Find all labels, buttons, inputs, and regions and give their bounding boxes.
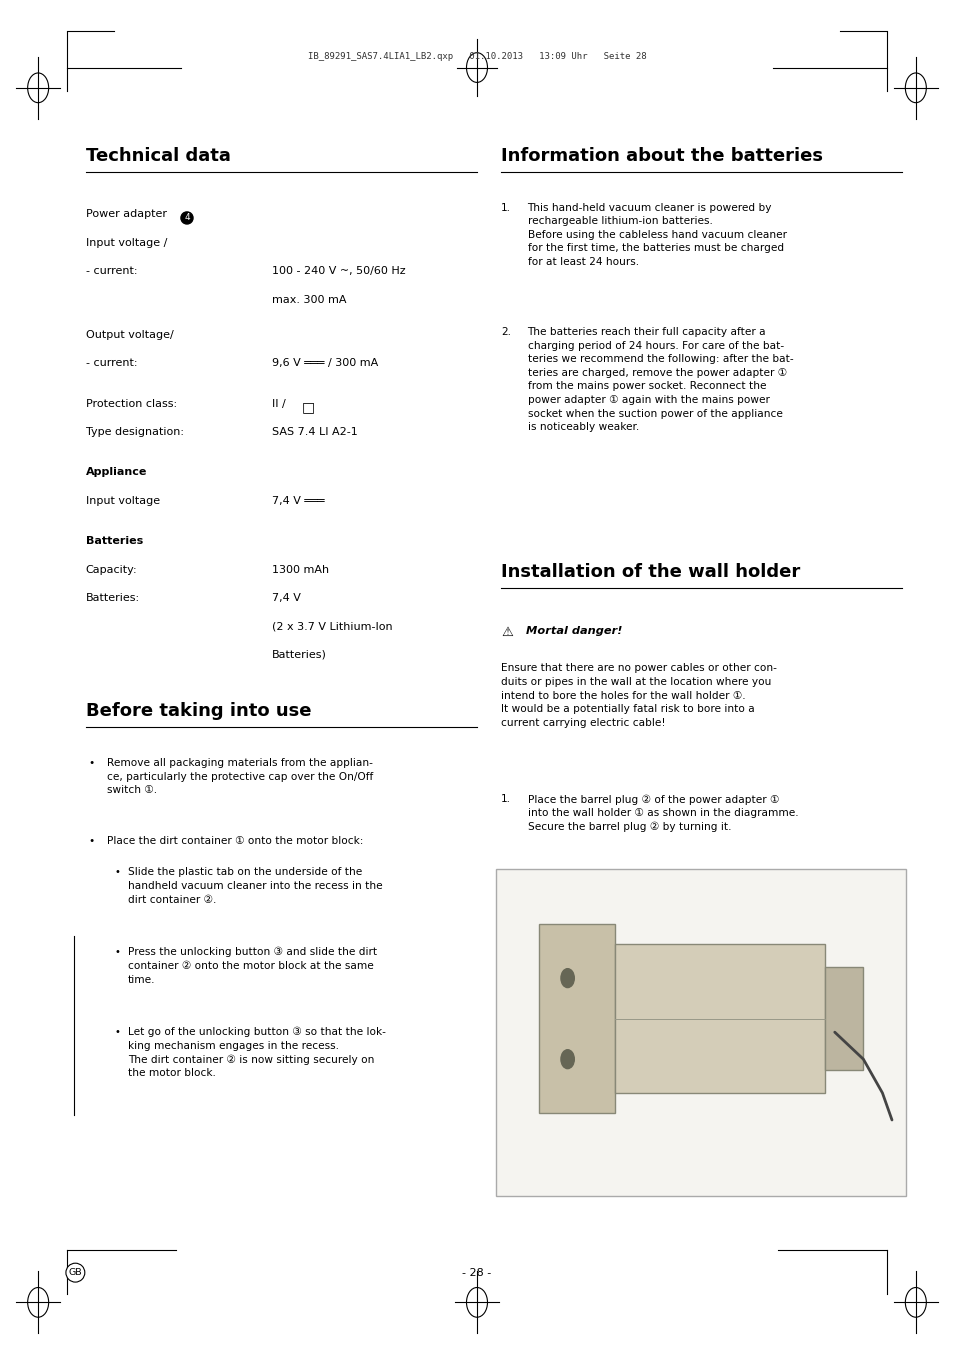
- Text: •: •: [114, 867, 120, 877]
- Text: Capacity:: Capacity:: [86, 565, 137, 574]
- Text: Place the dirt container ① onto the motor block:: Place the dirt container ① onto the moto…: [107, 836, 363, 846]
- Text: (2 x 3.7 V Lithium-Ion: (2 x 3.7 V Lithium-Ion: [272, 621, 392, 631]
- Text: Slide the plastic tab on the underside of the
handheld vacuum cleaner into the r: Slide the plastic tab on the underside o…: [128, 867, 382, 905]
- Text: Mortal danger!: Mortal danger!: [525, 626, 621, 635]
- Text: •: •: [114, 1027, 120, 1036]
- FancyBboxPatch shape: [824, 967, 862, 1070]
- Circle shape: [560, 969, 574, 988]
- Text: Place the barrel plug ② of the power adapter ①
into the wall holder ① as shown i: Place the barrel plug ② of the power ada…: [527, 794, 798, 832]
- Text: Input voltage /: Input voltage /: [86, 238, 167, 247]
- Text: 1.: 1.: [500, 794, 510, 804]
- Text: Protection class:: Protection class:: [86, 399, 177, 408]
- Text: Let go of the unlocking button ③ so that the lok-
king mechanism engages in the : Let go of the unlocking button ③ so that…: [128, 1027, 385, 1078]
- Text: Batteries: Batteries: [86, 536, 143, 546]
- Text: Batteries:: Batteries:: [86, 593, 140, 603]
- Text: IB_89291_SAS7.4LIA1_LB2.qxp   01.10.2013   13:09 Uhr   Seite 28: IB_89291_SAS7.4LIA1_LB2.qxp 01.10.2013 1…: [308, 53, 645, 61]
- FancyBboxPatch shape: [538, 924, 615, 1113]
- Text: Power adapter: Power adapter: [86, 209, 167, 219]
- Text: 2.: 2.: [500, 327, 510, 336]
- Text: Batteries): Batteries): [272, 650, 327, 659]
- Text: 7,4 V: 7,4 V: [272, 593, 300, 603]
- Text: ⚠: ⚠: [500, 626, 512, 639]
- Text: □: □: [301, 400, 314, 413]
- Text: Remove all packaging materials from the applian-
ce, particularly the protective: Remove all packaging materials from the …: [107, 758, 373, 796]
- Text: 1300 mAh: 1300 mAh: [272, 565, 329, 574]
- Text: 7,4 V ═══: 7,4 V ═══: [272, 496, 324, 505]
- Text: Information about the batteries: Information about the batteries: [500, 147, 822, 165]
- Circle shape: [560, 1050, 574, 1069]
- Text: max. 300 mA: max. 300 mA: [272, 295, 346, 304]
- Text: Press the unlocking button ③ and slide the dirt
container ② onto the motor block: Press the unlocking button ③ and slide t…: [128, 947, 376, 985]
- Text: Input voltage: Input voltage: [86, 496, 160, 505]
- Text: •: •: [114, 947, 120, 957]
- Text: - current:: - current:: [86, 358, 137, 367]
- Text: 100 - 240 V ~, 50/60 Hz: 100 - 240 V ~, 50/60 Hz: [272, 266, 405, 276]
- FancyBboxPatch shape: [615, 944, 824, 1093]
- Text: II /: II /: [272, 399, 285, 408]
- Text: Output voltage/: Output voltage/: [86, 330, 173, 339]
- Text: - current:: - current:: [86, 266, 137, 276]
- Text: 1.: 1.: [500, 203, 510, 212]
- Text: - 28 -: - 28 -: [462, 1267, 491, 1278]
- Text: This hand-held vacuum cleaner is powered by
rechargeable lithium-ion batteries.
: This hand-held vacuum cleaner is powered…: [527, 203, 785, 267]
- Text: •: •: [89, 836, 95, 846]
- Text: GB: GB: [69, 1269, 82, 1277]
- Text: Appliance: Appliance: [86, 467, 147, 477]
- Text: 9,6 V ═══ / 300 mA: 9,6 V ═══ / 300 mA: [272, 358, 377, 367]
- Text: Type designation:: Type designation:: [86, 427, 184, 436]
- Text: Technical data: Technical data: [86, 147, 231, 165]
- Text: Ensure that there are no power cables or other con-
duits or pipes in the wall a: Ensure that there are no power cables or…: [500, 663, 776, 728]
- Text: •: •: [89, 758, 95, 767]
- FancyBboxPatch shape: [496, 869, 905, 1196]
- Text: The batteries reach their full capacity after a
charging period of 24 hours. For: The batteries reach their full capacity …: [527, 327, 792, 432]
- Text: Before taking into use: Before taking into use: [86, 703, 311, 720]
- Text: SAS 7.4 LI A2-1: SAS 7.4 LI A2-1: [272, 427, 357, 436]
- Text: Installation of the wall holder: Installation of the wall holder: [500, 563, 800, 581]
- Text: 4: 4: [184, 213, 190, 223]
